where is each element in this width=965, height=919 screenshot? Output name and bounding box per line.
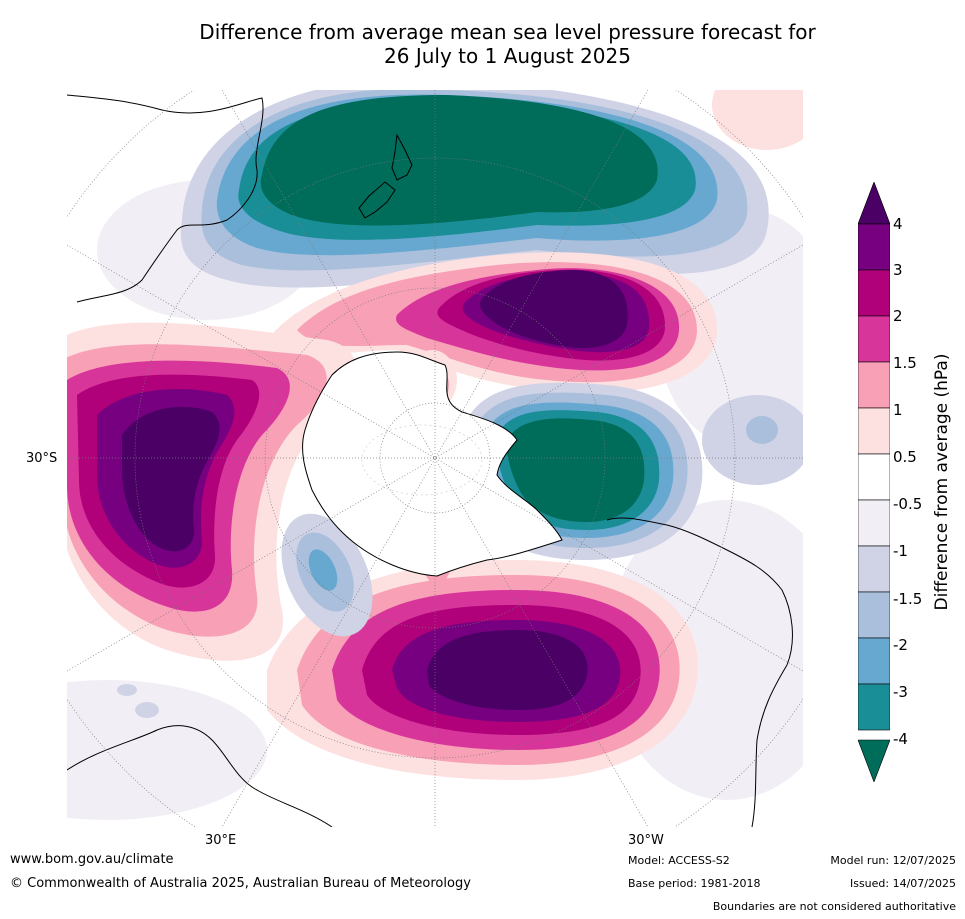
colorbar-swatch <box>857 453 891 501</box>
base-period-text: Base period: 1981-2018 <box>628 877 761 890</box>
colorbar-svg <box>857 181 891 783</box>
south-africa-low-anomaly <box>281 513 373 637</box>
copyright-text: © Commonwealth of Australia 2025, Austra… <box>10 876 471 891</box>
indian-high-anomaly <box>67 322 357 661</box>
pacific-high-anomaly <box>267 252 717 393</box>
colorbar-title: Difference from average (hPa) <box>932 353 952 611</box>
colorbar-swatch <box>857 683 891 731</box>
chart-title: Difference from average mean sea level p… <box>0 20 965 68</box>
colorbar-top-arrow <box>857 181 891 225</box>
longitude-label-30w: 30°W <box>628 833 664 848</box>
colorbar-tick: -3 <box>893 683 908 701</box>
colorbar-bottom-arrow <box>857 739 891 783</box>
colorbar-swatch <box>857 361 891 409</box>
colorbar-swatch <box>857 407 891 455</box>
map-svg <box>67 90 803 827</box>
colorbar-tick: -2 <box>893 636 908 654</box>
polar-stipple <box>361 424 483 496</box>
disclaimer-text: Boundaries are not considered authoritat… <box>712 900 956 913</box>
colorbar-swatch <box>857 315 891 363</box>
colorbar-tick: 4 <box>893 215 903 233</box>
colorbar-tick: -1.5 <box>893 590 923 608</box>
colorbar-swatch <box>857 545 891 593</box>
pressure-anomaly-map <box>67 90 803 827</box>
colorbar-tick: 3 <box>893 261 903 279</box>
new-zealand <box>358 133 413 219</box>
colorbar-swatch <box>857 269 891 317</box>
africa-coastline <box>67 725 333 827</box>
colorbar-tick: 2 <box>893 307 903 325</box>
model-text: Model: ACCESS-S2 <box>628 854 730 867</box>
graticule <box>67 90 803 827</box>
issued-text: Issued: 14/07/2025 <box>849 877 956 890</box>
colorbar <box>857 181 891 783</box>
colorbar-tick: 1 <box>893 401 903 419</box>
faint-negative-areas <box>67 90 803 820</box>
colorbar-tick: 1.5 <box>893 354 917 372</box>
colorbar-tick: -1 <box>893 542 908 560</box>
title-line-1: Difference from average mean sea level p… <box>199 20 816 44</box>
colorbar-tick: -4 <box>893 730 908 748</box>
colorbar-tick: -0.5 <box>893 495 923 513</box>
colorbar-swatch <box>857 637 891 685</box>
colorbar-swatch <box>857 223 891 271</box>
longitude-label-30e: 30°E <box>205 833 237 848</box>
website-link[interactable]: www.bom.gov.au/climate <box>10 852 174 867</box>
title-line-2: 26 July to 1 August 2025 <box>384 44 631 68</box>
south-america-coastline <box>606 517 793 827</box>
colorbar-swatch <box>857 499 891 547</box>
colorbar-swatch <box>857 591 891 639</box>
latitude-label-30s: 30°S <box>26 451 58 466</box>
colorbar-tick: 0.5 <box>893 448 917 466</box>
model-run-text: Model run: 12/07/2025 <box>830 854 956 867</box>
australia-coastline <box>67 94 264 303</box>
